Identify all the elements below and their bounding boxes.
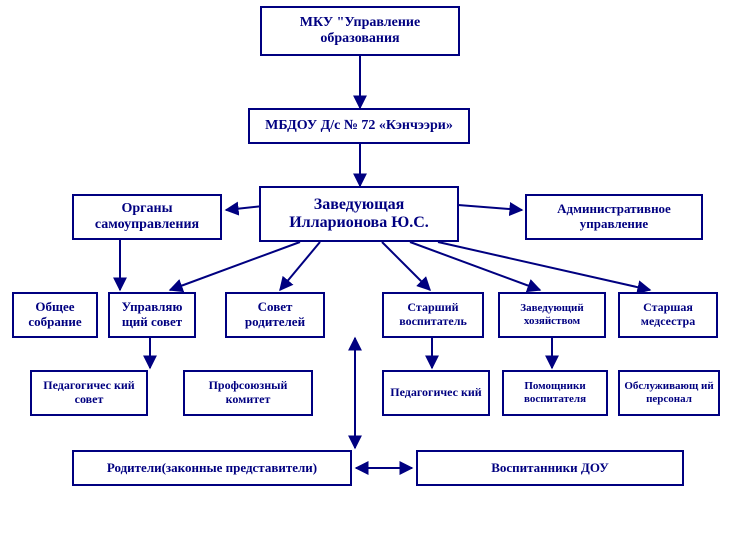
node-senior: Старший воспитатель <box>382 292 484 338</box>
node-nurse: Старшая медсестра <box>618 292 718 338</box>
edge-5 <box>170 242 300 290</box>
node-legal: Родители(законные представители) <box>72 450 352 486</box>
edge-8 <box>410 242 540 290</box>
node-council: Управляю щий совет <box>108 292 196 338</box>
node-self: Органы самоуправления <box>72 194 222 240</box>
node-pupils: Воспитанники ДОУ <box>416 450 684 486</box>
node-service-label: Обслуживающ ий персонал <box>624 380 714 405</box>
node-assist: Помощники воспитателя <box>502 370 608 416</box>
node-union: Профсоюзный комитет <box>183 370 313 416</box>
node-legal-label: Родители(законные представители) <box>107 461 317 476</box>
node-pupils-label: Воспитанники ДОУ <box>491 461 609 476</box>
node-econ-label: Заведующий хозяйством <box>504 302 600 327</box>
edge-6 <box>280 242 320 290</box>
node-parents-label: Совет родителей <box>231 300 319 330</box>
node-ped2-label: Педагогичес кий <box>390 386 481 400</box>
node-meet-label: Общее собрание <box>18 300 92 330</box>
node-econ: Заведующий хозяйством <box>498 292 606 338</box>
node-council-label: Управляю щий совет <box>114 300 190 330</box>
node-head-label: Заведующая Илларионова Ю.С. <box>265 196 453 233</box>
node-top: МКУ "Управление образования <box>260 6 460 56</box>
node-admin-label: Административное управление <box>531 202 697 232</box>
node-meet: Общее собрание <box>12 292 98 338</box>
node-assist-label: Помощники воспитателя <box>508 380 602 405</box>
node-top-label: МКУ "Управление образования <box>266 15 454 47</box>
node-ped1-label: Педагогичес кий совет <box>36 379 142 407</box>
node-union-label: Профсоюзный комитет <box>189 379 307 407</box>
edge-7 <box>382 242 430 290</box>
node-ped1: Педагогичес кий совет <box>30 370 148 416</box>
node-dou: МБДОУ Д/с № 72 «Кэнчээри» <box>248 108 470 144</box>
edge-9 <box>438 242 650 290</box>
node-parents: Совет родителей <box>225 292 325 338</box>
node-head: Заведующая Илларионова Ю.С. <box>259 186 459 242</box>
node-nurse-label: Старшая медсестра <box>624 301 712 329</box>
node-ped2: Педагогичес кий <box>382 370 490 416</box>
node-senior-label: Старший воспитатель <box>388 301 478 329</box>
node-service: Обслуживающ ий персонал <box>618 370 720 416</box>
node-self-label: Органы самоуправления <box>78 201 216 233</box>
node-admin: Административное управление <box>525 194 703 240</box>
node-dou-label: МБДОУ Д/с № 72 «Кэнчээри» <box>265 118 453 134</box>
